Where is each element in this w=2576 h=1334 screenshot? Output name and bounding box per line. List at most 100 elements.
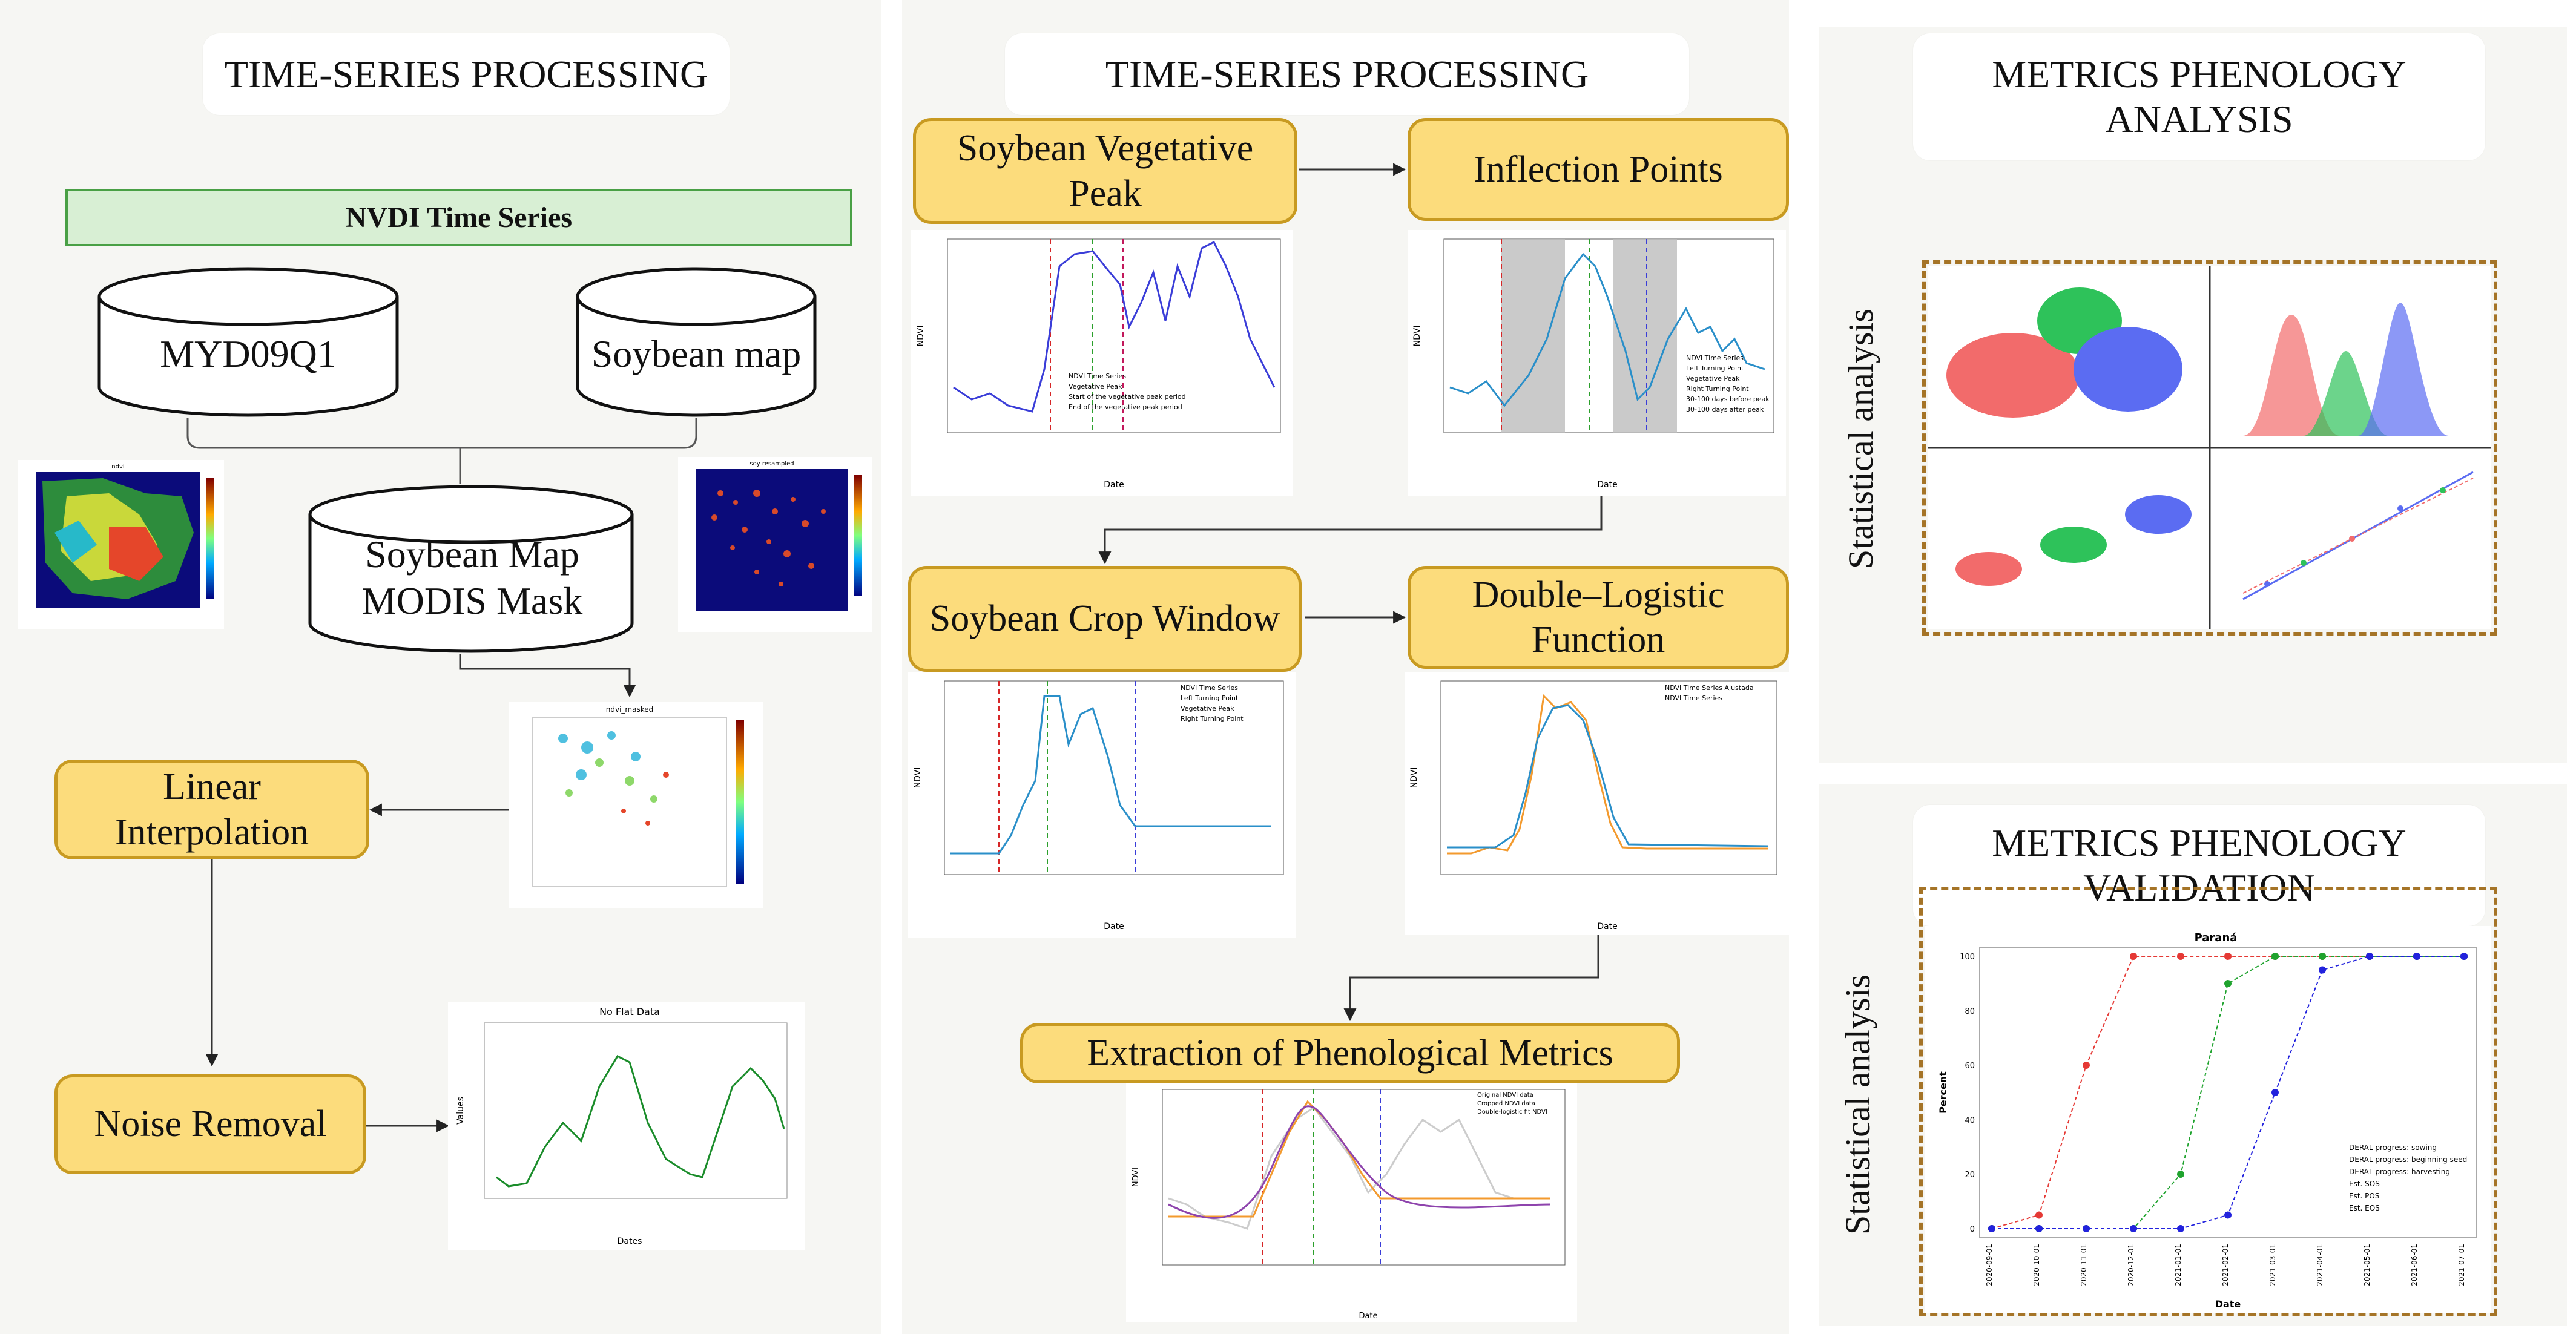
- inflection-legend-5: 30-100 days after peak: [1686, 406, 1764, 413]
- right-top-header: METRICS PHENOLOGY ANALYSIS: [1913, 33, 2485, 160]
- left-header: TIME-SERIES PROCESSING: [203, 33, 730, 115]
- validation-point: [2035, 1225, 2043, 1232]
- no-flat-title: No Flat Data: [599, 1006, 660, 1017]
- left-connectors: [186, 418, 697, 1132]
- chart-extraction: Date NDVI Original NDVI data Cropped NDV…: [1126, 1083, 1577, 1322]
- validation-y-tick: 20: [1965, 1171, 1975, 1180]
- validation-legend-5: Est. EOS: [2349, 1204, 2380, 1212]
- validation-legend-0: DERAL progress: sowing: [2349, 1143, 2437, 1152]
- extract-legend-2: Double-logistic fit NDVI: [1477, 1109, 1547, 1116]
- validation-point: [2460, 953, 2468, 960]
- validation-y-tick: 100: [1960, 953, 1975, 962]
- extract-ylabel: NDVI: [1132, 1168, 1141, 1187]
- validation-legend-2: DERAL progress: harvesting: [2349, 1168, 2450, 1176]
- peak-xlabel: Date: [1104, 480, 1124, 490]
- chart-vegetative-peak: Date NDVI NDVI Time Series Vegetative Pe…: [911, 230, 1293, 496]
- right-bottom-header: METRICS PHENOLOGY VALIDATION: [1913, 805, 2485, 926]
- validation-point: [2224, 1211, 2232, 1219]
- validation-legend-4: Est. POS: [2349, 1192, 2379, 1200]
- validation-point: [2177, 1225, 2184, 1232]
- validation-x-tick: 2020-12-01: [2127, 1244, 2135, 1286]
- validation-point: [2271, 953, 2279, 960]
- validation-point: [2177, 953, 2184, 960]
- inflection-legend-1: Left Turning Point: [1686, 364, 1744, 372]
- validation-point: [2130, 1225, 2137, 1232]
- validation-x-tick: 2020-11-01: [2080, 1244, 2088, 1286]
- step-vegetative-peak: Soybean Vegetative Peak: [913, 118, 1297, 224]
- window-xlabel: Date: [1104, 922, 1124, 932]
- window-legend-2: Vegetative Peak: [1181, 705, 1234, 712]
- inflection-ylabel: NDVI: [1412, 326, 1422, 347]
- no-flat-xlabel: Dates: [618, 1237, 642, 1246]
- chart-double-logistic: Date NDVI NDVI Time Series Ajustada NDVI…: [1405, 672, 1789, 935]
- chart-inflection-points: Date NDVI NDVI Time Series Left Turning …: [1408, 230, 1786, 496]
- peak-legend-1: Vegetative Peak: [1069, 383, 1122, 390]
- no-flat-ylabel: Values: [456, 1097, 466, 1125]
- analysis-dashed-frame: [1922, 260, 2497, 636]
- stat-label-1: Statistical analysis: [1841, 308, 1880, 569]
- validation-y-tick: 40: [1965, 1116, 1975, 1125]
- validation-xlabel: Date: [2215, 1298, 2241, 1310]
- extract-legend-1: Cropped NDVI data: [1477, 1100, 1535, 1107]
- validation-y-tick: 60: [1965, 1062, 1975, 1071]
- validation-x-tick: 2021-05-01: [2363, 1244, 2371, 1286]
- ndvi-map-svg: ndvi: [36, 464, 214, 608]
- window-ylabel: NDVI: [913, 767, 923, 789]
- validation-y-tick: 0: [1970, 1225, 1975, 1234]
- middle-connectors: [1098, 163, 1603, 1022]
- chart-dlog-svg: Date NDVI NDVI Time Series Ajustada NDVI…: [1409, 680, 1777, 932]
- database-myd09q1-icon: [97, 267, 399, 417]
- inflection-legend-4: 30-100 days before peak: [1686, 395, 1770, 403]
- dlog-ylabel: NDVI: [1409, 767, 1419, 789]
- extract-legend-0: Original NDVI data: [1477, 1092, 1533, 1099]
- validation-point: [2035, 1211, 2043, 1219]
- validation-point: [2413, 953, 2420, 960]
- validation-point: [2224, 953, 2232, 960]
- chart-inflection-svg: Date NDVI NDVI Time Series Left Turning …: [1412, 238, 1774, 490]
- soy-resampled-map: soy resampled: [678, 457, 872, 632]
- validation-x-tick: 2021-07-01: [2457, 1244, 2466, 1286]
- database-soybean-map-label: Soybean map: [591, 332, 802, 375]
- step-double-logistic: Double–Logistic Function: [1408, 566, 1789, 669]
- peak-legend-0: NDVI Time Series: [1069, 372, 1126, 380]
- validation-point: [1988, 1225, 1995, 1232]
- soy-map-title: soy resampled: [749, 461, 794, 467]
- database-myd09q1-label: MYD09Q1: [160, 332, 337, 375]
- validation-x-tick: 2020-09-01: [1985, 1244, 1994, 1286]
- validation-legend-3: Est. SOS: [2349, 1180, 2380, 1188]
- validation-point: [2366, 953, 2373, 960]
- dlog-legend-0: NDVI Time Series Ajustada: [1665, 684, 1754, 692]
- validation-y-tick: 80: [1965, 1007, 1975, 1016]
- validation-point: [2083, 1062, 2090, 1069]
- step-noise-removal: Noise Removal: [54, 1074, 366, 1174]
- ndvi-masked-title: ndvi_masked: [606, 705, 653, 714]
- validation-x-tick: 2021-04-01: [2316, 1244, 2324, 1286]
- validation-point: [2224, 980, 2232, 987]
- validation-ylabel: Percent: [1937, 1071, 1949, 1114]
- step-extraction: Extraction of Phenological Metrics: [1020, 1023, 1680, 1083]
- validation-legend-1: DERAL progress: beginning seed: [2349, 1155, 2467, 1164]
- validation-title: Paraná: [2195, 932, 2238, 944]
- middle-header: TIME-SERIES PROCESSING: [1005, 33, 1689, 115]
- validation-chart-svg: Paraná 2020-09-01 2020-10-01 2020-11-01 202…: [1937, 932, 2477, 1310]
- chart-crop-window: Date NDVI NDVI Time Series Left Turning …: [908, 672, 1296, 938]
- window-legend-3: Right Turning Point: [1181, 715, 1244, 723]
- validation-x-tick: 2021-01-01: [2174, 1244, 2182, 1286]
- validation-x-tick: 2021-03-01: [2268, 1244, 2277, 1286]
- step-linear-interpolation: Linear Interpolation: [54, 760, 369, 859]
- peak-legend-3: End of the vegetative peak period: [1069, 403, 1182, 411]
- database-mask-label: Soybean Map MODIS Mask: [361, 533, 583, 622]
- ndvi-masked-svg: ndvi_masked: [532, 705, 744, 887]
- validation-point: [2083, 1225, 2090, 1232]
- chart-extraction-svg: Date NDVI Original NDVI data Cropped NDV…: [1132, 1089, 1566, 1321]
- validation-point: [2319, 953, 2326, 960]
- dlog-xlabel: Date: [1597, 922, 1617, 932]
- analysis-grid-svg: [1928, 266, 2491, 629]
- dlog-legend-1: NDVI Time Series: [1665, 694, 1722, 702]
- chart-vegetative-peak-svg: Date NDVI NDVI Time Series Vegetative Pe…: [916, 238, 1281, 490]
- stat-label-2: Statistical analysis: [1838, 974, 1877, 1235]
- no-flat-data-chart: No Flat Data Dates Values: [448, 1002, 805, 1250]
- no-flat-data-svg: No Flat Data Dates Values: [456, 1006, 788, 1246]
- validation-marks: 2020-09-01 2020-10-01 2020-11-01 2020-12-01…: [1960, 953, 2468, 1286]
- validation-dashed-frame: [1919, 887, 2497, 1316]
